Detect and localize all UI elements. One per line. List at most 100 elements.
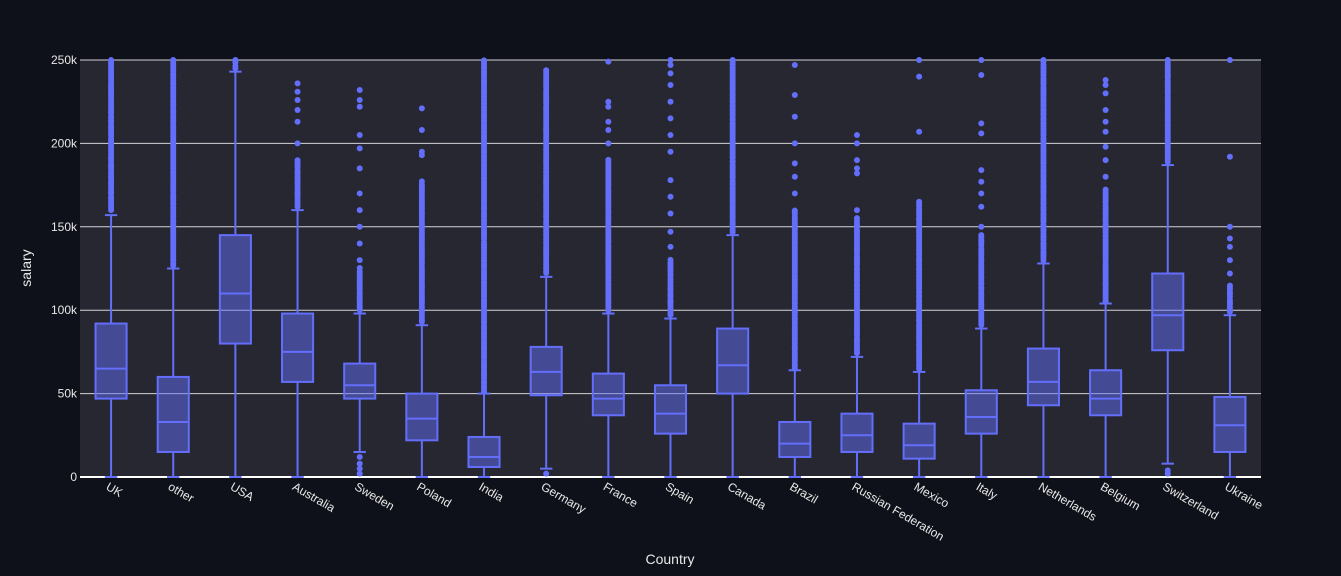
box-france <box>591 58 625 478</box>
outlier-point <box>667 228 674 235</box>
outlier-point <box>543 470 550 477</box>
box-poland <box>405 105 439 478</box>
outlier-point <box>667 243 674 250</box>
outlier-point <box>667 148 674 155</box>
outlier-point <box>1164 57 1171 63</box>
outlier-point <box>729 57 736 63</box>
outlier-point <box>791 173 798 180</box>
iqr-box <box>778 420 812 458</box>
outlier-point <box>667 256 674 263</box>
outlier-point <box>978 232 985 239</box>
box-ukraine <box>1213 57 1247 478</box>
box-india <box>467 57 501 478</box>
outlier-point <box>232 57 239 63</box>
outlier-point <box>978 178 985 185</box>
outlier-point <box>605 103 612 110</box>
outlier-point <box>1226 282 1233 289</box>
y-axis-title: salary <box>18 249 34 286</box>
box-sweden <box>343 87 377 477</box>
outlier-point <box>170 57 177 63</box>
outlier-point <box>294 80 301 87</box>
box-germany <box>529 67 563 477</box>
iqr-box <box>1089 369 1123 417</box>
box-australia <box>281 80 315 478</box>
outlier-point <box>481 57 488 64</box>
outlier-point <box>667 82 674 89</box>
outlier-point <box>667 193 674 200</box>
outlier-point <box>418 148 425 155</box>
box-usa <box>218 57 252 478</box>
outlier-point <box>356 265 363 272</box>
iqr-box <box>156 375 190 453</box>
outlier-point <box>605 156 612 163</box>
box-switzerland <box>1151 57 1185 477</box>
outlier-point <box>294 97 301 104</box>
outlier-point <box>605 58 612 65</box>
outlier-point <box>356 257 363 264</box>
outlier-point <box>543 67 550 74</box>
outlier-point <box>356 132 363 139</box>
outlier-point <box>356 103 363 110</box>
outlier-point <box>978 223 985 230</box>
outlier-point <box>356 470 363 477</box>
outlier-point <box>667 177 674 184</box>
outlier-point <box>356 87 363 94</box>
outlier-point <box>791 190 798 197</box>
outlier-point <box>853 170 860 177</box>
y-tick-label: 50k <box>58 387 78 401</box>
outlier-point <box>418 127 425 134</box>
y-tick-label: 250k <box>51 53 78 67</box>
outlier-point <box>978 203 985 210</box>
iqr-box <box>281 312 315 383</box>
outlier-point <box>791 207 798 214</box>
iqr-box <box>591 372 625 417</box>
outlier-point <box>1226 270 1233 277</box>
outlier-point <box>667 210 674 217</box>
outlier-point <box>1102 77 1109 84</box>
box-other <box>156 57 190 478</box>
outlier-point <box>853 207 860 214</box>
iqr-box <box>902 422 936 460</box>
y-tick-label: 200k <box>51 136 78 150</box>
outlier-point <box>356 453 363 460</box>
outlier-point <box>1102 107 1109 114</box>
outlier-point <box>1164 467 1171 474</box>
box-uk <box>94 57 128 478</box>
y-tick-labels: 0 50k 100k 150k 200k 250k <box>51 53 78 484</box>
outlier-point <box>978 120 985 127</box>
box-russian-federation <box>840 132 874 478</box>
outlier-point <box>667 98 674 105</box>
outlier-point <box>605 118 612 125</box>
outlier-point <box>418 105 425 112</box>
outlier-point <box>356 240 363 247</box>
outlier-point <box>978 167 985 174</box>
outlier-point <box>356 97 363 104</box>
outlier-point <box>916 57 923 63</box>
box-netherlands <box>1026 57 1060 478</box>
box-canada <box>716 57 750 478</box>
outlier-point <box>978 72 985 79</box>
outlier-point <box>294 118 301 125</box>
outlier-point <box>853 132 860 139</box>
iqr-box <box>1026 347 1060 407</box>
outlier-point <box>356 465 363 472</box>
y-tick-label: 100k <box>51 303 78 317</box>
outlier-point <box>1102 186 1109 193</box>
outlier-point <box>294 88 301 95</box>
outlier-point <box>791 113 798 120</box>
box-mexico <box>902 57 936 478</box>
box-layer <box>94 57 1247 478</box>
outlier-point <box>1102 118 1109 125</box>
outlier-point <box>356 145 363 152</box>
outlier-point <box>356 460 363 467</box>
outlier-point <box>1226 235 1233 242</box>
outlier-point <box>1226 223 1233 230</box>
box-italy <box>964 57 998 478</box>
outlier-point <box>1226 257 1233 264</box>
outlier-point <box>1040 57 1047 63</box>
outlier-point <box>108 57 115 64</box>
iqr-box <box>1151 272 1185 352</box>
outlier-point <box>1226 57 1233 63</box>
outlier-point <box>791 140 798 147</box>
